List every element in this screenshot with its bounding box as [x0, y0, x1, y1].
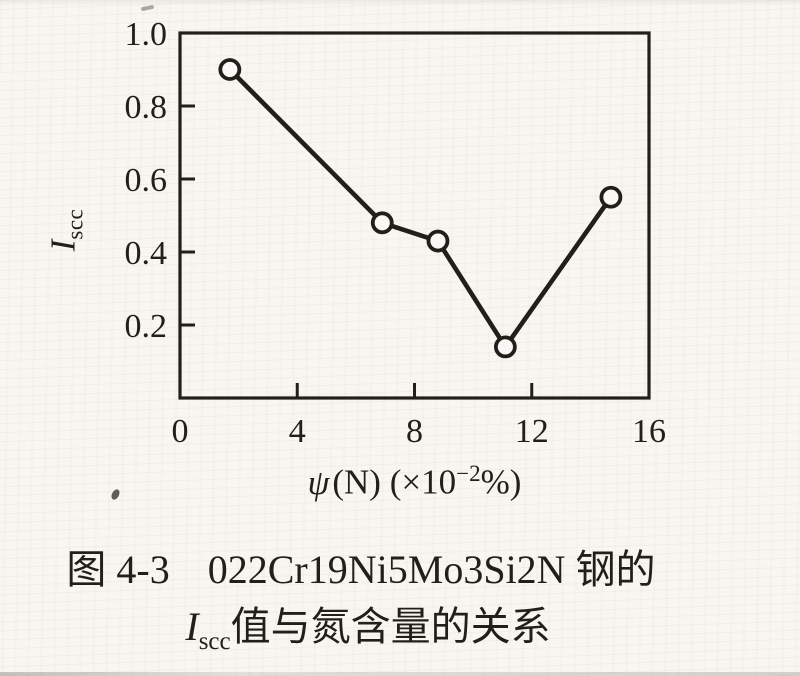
y-axis-subscript: scc [62, 208, 88, 240]
data-point-4 [493, 335, 517, 359]
y-tick-label: 0.6 [125, 162, 168, 199]
x-axis-unit-close: %) [480, 462, 522, 502]
x-tick-label: 12 [515, 413, 549, 450]
caption-symbol: I [185, 604, 199, 649]
caption-line-1: 图 4-3 022Cr19Ni5Mo3Si2N 钢的 [0, 549, 722, 591]
line-chart: 1.0 0.8 0.6 0.4 0.2 0 4 8 12 16 [125, 16, 667, 450]
figure-caption: 图 4-3 022Cr19Ni5Mo3Si2N 钢的 Iscc值与氮含量的关系 [0, 549, 722, 655]
x-tick-label: 0 [172, 413, 189, 450]
scan-edge-top [0, 0, 800, 6]
y-axis-label: Iscc [44, 209, 89, 252]
scan-speck [109, 488, 122, 501]
data-point-5 [599, 185, 623, 209]
data-point-2 [370, 211, 394, 235]
y-tick-label: 0.8 [125, 89, 168, 126]
caption-subscript: scc [198, 628, 231, 655]
caption-text: 值与氮含量的关系 [230, 604, 551, 649]
data-line [227, 67, 614, 350]
caption-figure-number: 图 4-3 [66, 547, 170, 592]
caption-line-2: Iscc值与氮含量的关系 [0, 606, 722, 655]
data-point-3 [426, 229, 450, 253]
x-axis-label: ψ(N) (×10−2%) [180, 461, 649, 503]
x-axis-argument: (N) [332, 462, 381, 502]
caption-title: 022Cr19Ni5Mo3Si2N 钢的 [207, 547, 656, 592]
y-tick-label: 0.4 [125, 235, 168, 272]
x-axis-psi: ψ [307, 462, 330, 502]
plot-frame [178, 31, 651, 400]
y-tick-label: 1.0 [125, 16, 168, 53]
x-axis-unit-open: (×10 [389, 462, 457, 502]
x-axis-exponent: −2 [456, 461, 481, 486]
y-axis-symbol: I [43, 239, 83, 252]
x-tick-label: 4 [289, 413, 306, 450]
x-tick-label: 16 [632, 413, 666, 450]
data-point-1 [218, 58, 242, 81]
y-tick-label: 0.2 [125, 308, 168, 345]
x-tick-label: 8 [406, 413, 423, 450]
scan-edge-bottom [0, 672, 800, 676]
